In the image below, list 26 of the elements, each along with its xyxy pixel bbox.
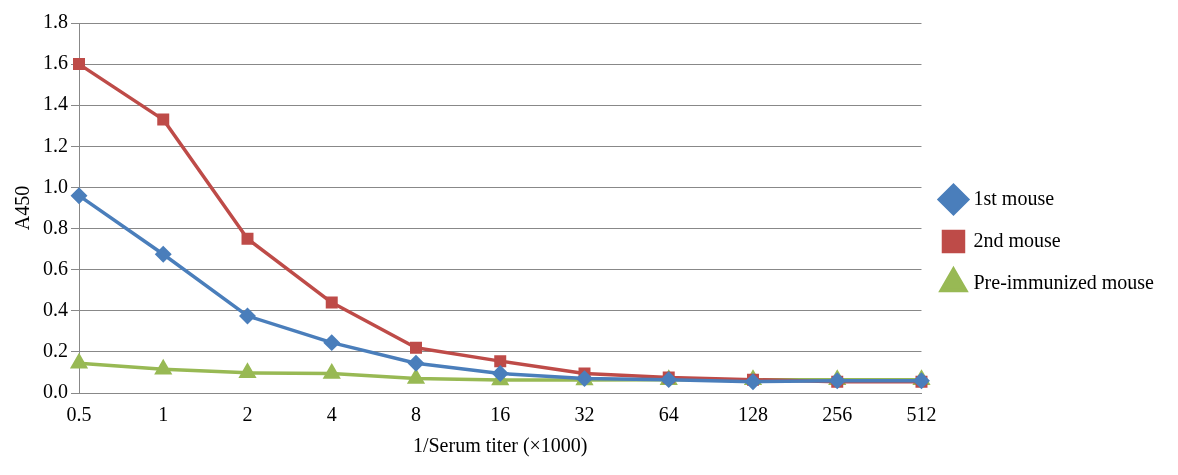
y-axis-title: A450	[11, 185, 34, 231]
x-tick-label: 512	[906, 403, 937, 426]
y-tick-label: 0.2	[43, 339, 68, 362]
y-tick-label: 1.2	[43, 133, 68, 156]
x-tick-label: 1	[158, 403, 169, 426]
y-tick-label: 1.4	[43, 92, 68, 115]
legend-label: 2nd mouse	[973, 228, 1061, 251]
legend-label: 1st mouse	[973, 186, 1055, 209]
y-tick-label: 0.8	[43, 215, 68, 238]
x-tick-label: 16	[490, 403, 511, 426]
y-tick-label: 0.0	[43, 380, 68, 403]
legend-label: Pre-immunized mouse	[973, 270, 1155, 293]
x-tick-label: 0.5	[66, 403, 92, 426]
x-tick-label: 64	[658, 403, 679, 426]
x-tick-label: 4	[326, 403, 337, 426]
y-tick-label: 1.8	[43, 10, 68, 33]
y-tick-label: 0.4	[43, 298, 68, 321]
x-tick-label: 32	[574, 403, 595, 426]
x-tick-label: 256	[822, 403, 853, 426]
x-tick-label: 128	[737, 403, 768, 426]
x-axis-title: 1/Serum titer (×1000)	[412, 434, 588, 458]
y-tick-label: 1.0	[43, 174, 68, 197]
x-tick-label: 8	[410, 403, 421, 426]
x-tick-label: 2	[242, 403, 253, 426]
y-tick-label: 0.6	[43, 256, 68, 279]
y-tick-label: 1.6	[43, 51, 68, 74]
